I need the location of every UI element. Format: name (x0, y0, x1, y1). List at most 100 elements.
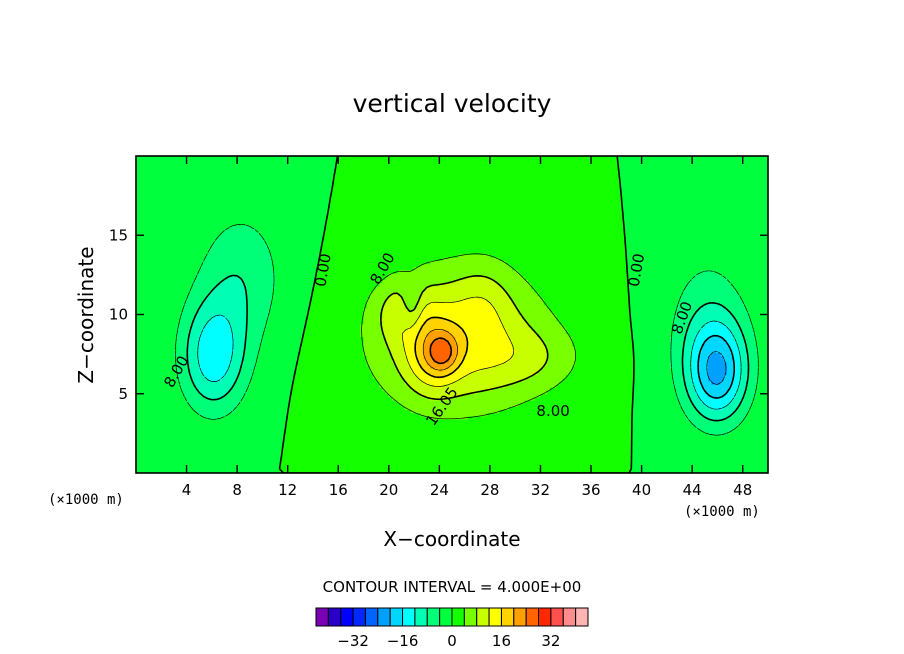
field-cell (429, 450, 434, 455)
field-cell (151, 434, 156, 439)
field-cell (192, 406, 197, 410)
field-cell (521, 444, 526, 448)
field-cell (240, 444, 244, 448)
field-cell (562, 441, 567, 445)
field-cell (259, 434, 263, 439)
field-cell (689, 460, 693, 464)
field-cell (287, 457, 292, 461)
field-cell (246, 422, 251, 426)
field-cell (742, 422, 747, 426)
field-cell (297, 466, 301, 471)
field-cell (268, 444, 273, 448)
field-cell (641, 403, 646, 407)
field-cell (290, 453, 295, 458)
field-cell (322, 393, 326, 398)
field-cell (647, 403, 652, 407)
field-cell (186, 406, 191, 410)
field-cell (641, 393, 646, 398)
field-cell (679, 422, 684, 426)
field-cell (512, 450, 516, 455)
field-cell (641, 457, 646, 461)
field-cell (486, 431, 491, 436)
field-cell (505, 406, 510, 410)
field-cell (338, 444, 342, 448)
field-cell (701, 457, 706, 461)
field-cell (499, 438, 503, 442)
field-cell (493, 431, 497, 436)
field-cell (158, 425, 162, 429)
field-cell (180, 422, 184, 426)
field-cell (670, 393, 674, 398)
field-cell (271, 415, 276, 420)
field-cell (233, 393, 238, 398)
field-cell (477, 460, 481, 464)
field-cell (508, 447, 513, 452)
field-cell (173, 450, 178, 455)
field-cell (635, 419, 639, 423)
field-cell (385, 406, 390, 410)
field-cell (341, 434, 345, 439)
field-cell (328, 396, 333, 401)
field-cell (230, 457, 235, 461)
field-cell (758, 396, 763, 401)
field-cell (657, 434, 661, 439)
field-cell (395, 419, 399, 423)
field-cell (208, 409, 213, 414)
field-cell (388, 438, 393, 442)
field-cell (679, 400, 684, 404)
field-cell (720, 425, 725, 429)
field-cell (376, 428, 380, 433)
field-cell (483, 453, 488, 458)
field-cell (208, 428, 213, 433)
field-cell (717, 447, 721, 452)
field-cell (701, 453, 706, 458)
field-cell (666, 457, 671, 461)
field-cell (196, 447, 200, 452)
field-cell (578, 441, 582, 445)
field-cell (764, 428, 768, 433)
field-cell (338, 412, 342, 417)
field-cell (366, 469, 371, 473)
field-cell (581, 463, 586, 468)
field-cell (227, 457, 232, 461)
field-cell (635, 396, 639, 401)
field-cell (594, 409, 598, 414)
field-cell (303, 438, 307, 442)
field-cell (600, 425, 605, 429)
field-cell (420, 412, 424, 417)
field-cell (647, 406, 652, 410)
field-cell (151, 422, 156, 426)
field-cell (433, 466, 437, 471)
field-cell (625, 450, 630, 455)
field-cell (559, 400, 563, 404)
field-cell (704, 450, 709, 455)
field-cell (591, 463, 595, 468)
field-cell (537, 434, 541, 439)
field-cell (401, 393, 405, 398)
field-cell (306, 444, 311, 448)
field-cell (483, 422, 488, 426)
field-cell (366, 412, 371, 417)
field-cell (594, 457, 598, 461)
field-cell (733, 466, 737, 471)
field-cell (568, 460, 573, 464)
field-cell (312, 431, 317, 436)
field-cell (167, 438, 172, 442)
field-cell (357, 434, 361, 439)
field-cell (426, 453, 431, 458)
field-cell (745, 422, 750, 426)
field-cell (256, 463, 260, 468)
field-cell (486, 466, 491, 471)
field-cell (575, 415, 579, 420)
field-cell (161, 466, 165, 471)
field-cell (524, 453, 529, 458)
field-cell (723, 469, 728, 473)
field-cell (448, 400, 453, 404)
field-cell (654, 438, 658, 442)
field-cell (205, 450, 210, 455)
field-cell (651, 415, 655, 420)
field-cell (227, 463, 232, 468)
field-cell (638, 409, 642, 414)
field-cell (316, 419, 320, 423)
field-cell (477, 412, 481, 417)
